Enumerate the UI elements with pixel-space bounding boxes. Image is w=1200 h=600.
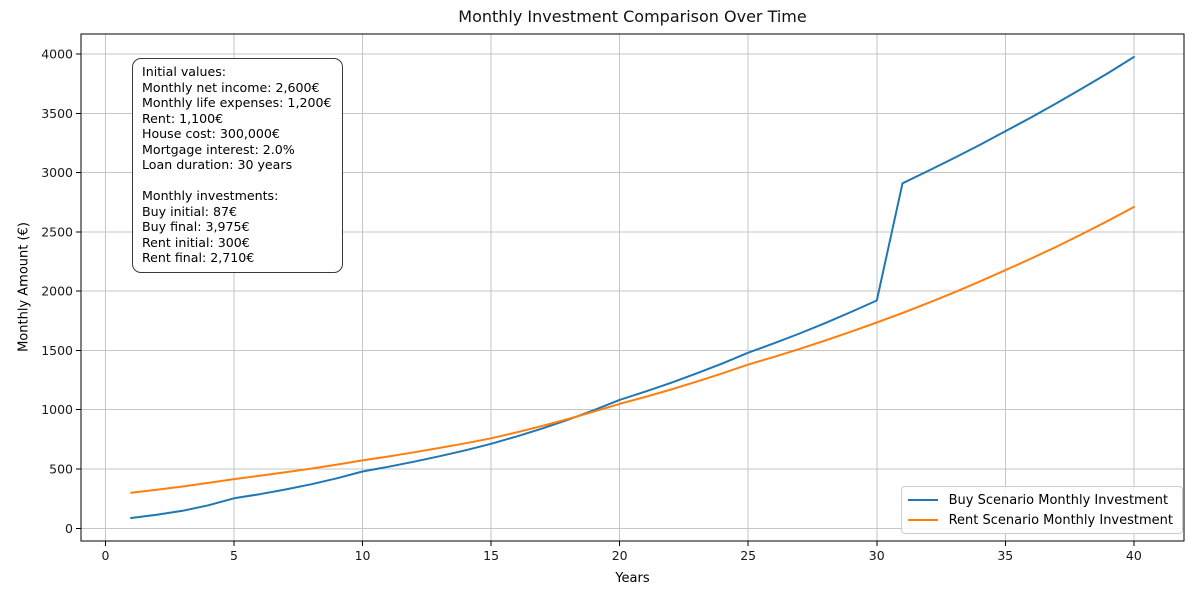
series-line [130, 206, 1135, 494]
annotation-line: Rent: 1,100€ [142, 110, 224, 126]
x-tick-label: 0 [101, 548, 109, 563]
x-tick-label: 30 [869, 548, 885, 563]
annotation-line: Monthly life expenses: 1,200€ [142, 95, 332, 110]
series-line [130, 56, 1135, 519]
y-tick-label: 3500 [41, 106, 73, 121]
y-tick-label: 500 [49, 462, 73, 477]
legend-label: Rent Scenario Monthly Investment [948, 512, 1173, 528]
y-tick-label: 4000 [41, 47, 73, 62]
y-axis-label: Monthly Amount (€) [16, 222, 32, 352]
legend-label: Buy Scenario Monthly Investment [948, 492, 1169, 508]
y-tick-label: 1000 [41, 402, 73, 417]
x-tick-label: 10 [355, 548, 371, 563]
y-tick-label: 2500 [41, 224, 73, 239]
gridlines [81, 34, 1184, 541]
annotation-line: Mortgage interest: 2.0% [142, 141, 295, 157]
axis-ticks: 0 5 10 15 20 25 30 35 40 0 500 1000 1500 2000 2500 3000… [41, 47, 1142, 563]
annotation-line: Buy final: 3,975€ [142, 219, 250, 234]
chart-title: Monthly Investment Comparison Over Time [458, 7, 807, 26]
annotation-line: Rent initial: 300€ [142, 234, 250, 250]
line-series [130, 56, 1135, 519]
legend-swatch [907, 518, 938, 522]
annotation-line: House cost: 300,000€ [142, 126, 280, 141]
annotation-line: Monthly investments: [142, 188, 279, 203]
y-tick-label: 2000 [41, 284, 73, 299]
legend: Buy Scenario Monthly Investment Rent Scen… [900, 486, 1183, 534]
legend-swatch [907, 498, 938, 502]
annotation-box: Initial values: Monthly net income: 2,600… [132, 58, 343, 273]
y-tick-label: 0 [65, 521, 73, 536]
legend-item: Rent Scenario Monthly Investment [907, 511, 1173, 529]
annotation-line: Buy initial: 87€ [142, 203, 237, 219]
annotation-line [142, 173, 332, 189]
annotation-line: Monthly net income: 2,600€ [142, 79, 320, 95]
x-tick-label: 25 [740, 548, 756, 563]
y-tick-label: 3000 [41, 165, 73, 180]
annotation-line: Initial values: [142, 64, 227, 79]
y-tick-label: 1500 [41, 343, 73, 358]
x-tick-label: 5 [230, 548, 238, 563]
legend-item: Buy Scenario Monthly Investment [907, 491, 1173, 509]
x-tick-label: 35 [997, 548, 1013, 563]
annotation-line: Loan duration: 30 years [142, 157, 293, 172]
x-tick-label: 15 [483, 548, 499, 563]
x-tick-label: 40 [1126, 548, 1142, 563]
plot-border [80, 33, 1185, 542]
x-axis-label: Years [615, 571, 650, 586]
annotation-line: Rent final: 2,710€ [142, 250, 255, 265]
x-tick-label: 20 [612, 548, 628, 563]
